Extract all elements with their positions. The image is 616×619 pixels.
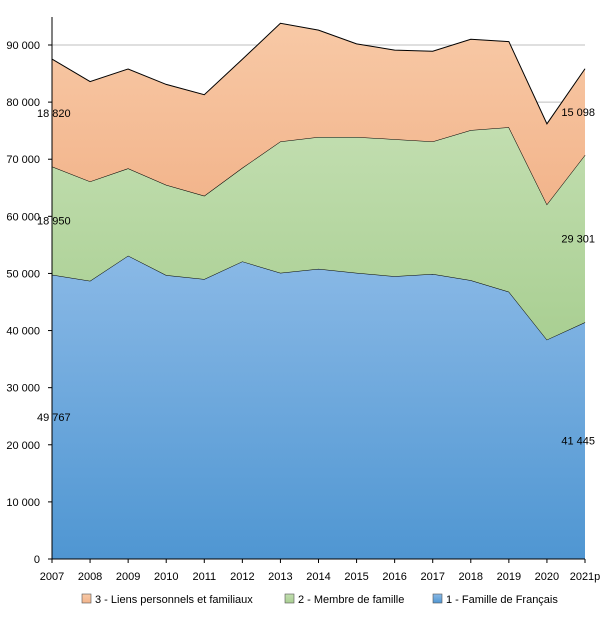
axes: 0 10 000 20 000 30 000 40 000 50 000 60 000 70 … <box>6 17 600 583</box>
legend-label-2: 2 - Membre de famille <box>298 594 404 606</box>
legend-swatch-3 <box>81 593 92 604</box>
x-tick-label: 2021p <box>570 571 601 583</box>
data-label: 29 301 <box>561 234 595 246</box>
legend-swatch-2 <box>284 593 295 604</box>
x-tick-label: 2017 <box>420 571 444 583</box>
y-tick-label: 0 <box>34 554 40 566</box>
y-tick-label: 50 000 <box>6 268 40 280</box>
x-tick-label: 2020 <box>535 571 559 583</box>
y-tick-label: 70 000 <box>6 154 40 166</box>
x-tick-label: 2019 <box>497 571 521 583</box>
x-tick-label: 2011 <box>192 571 216 583</box>
area-series-1 <box>52 255 585 560</box>
x-tick-label: 2014 <box>306 571 330 583</box>
legend: 3 - Liens personnels et familiaux 2 - Mem… <box>81 593 558 606</box>
y-tick-label: 10 000 <box>6 497 40 509</box>
y-tick-label: 40 000 <box>6 326 40 338</box>
y-tick-label: 80 000 <box>6 97 40 109</box>
area-series-3 <box>52 23 585 205</box>
data-label: 15 098 <box>561 107 595 119</box>
legend-swatch-1 <box>432 593 443 604</box>
x-tick-label: 2018 <box>459 571 483 583</box>
area-series <box>51 22 586 560</box>
legend-label-1: 1 - Famille de Français <box>446 594 558 606</box>
y-tick-label: 90 000 <box>6 40 40 52</box>
data-label: 49 767 <box>37 412 71 424</box>
y-tick-label: 30 000 <box>6 383 40 395</box>
x-tick-label: 2009 <box>116 571 140 583</box>
x-tick-label: 2016 <box>382 571 406 583</box>
data-labels: 18 820 18 950 49 767 15 098 29 301 41 445 <box>37 107 595 448</box>
x-tick-label: 2007 <box>40 571 64 583</box>
x-tick-label: 2015 <box>344 571 368 583</box>
x-tick-label: 2010 <box>154 571 178 583</box>
y-tick-label: 60 000 <box>6 211 40 223</box>
area-series-2 <box>52 127 585 340</box>
data-label: 41 445 <box>561 436 595 448</box>
y-tick-label: 20 000 <box>6 440 40 452</box>
x-tick-label: 2008 <box>78 571 102 583</box>
x-tick-label: 2012 <box>230 571 254 583</box>
x-tick-label: 2013 <box>268 571 292 583</box>
legend-label-3: 3 - Liens personnels et familiaux <box>95 594 253 606</box>
data-label: 18 820 <box>37 108 71 120</box>
data-label: 18 950 <box>37 216 71 228</box>
